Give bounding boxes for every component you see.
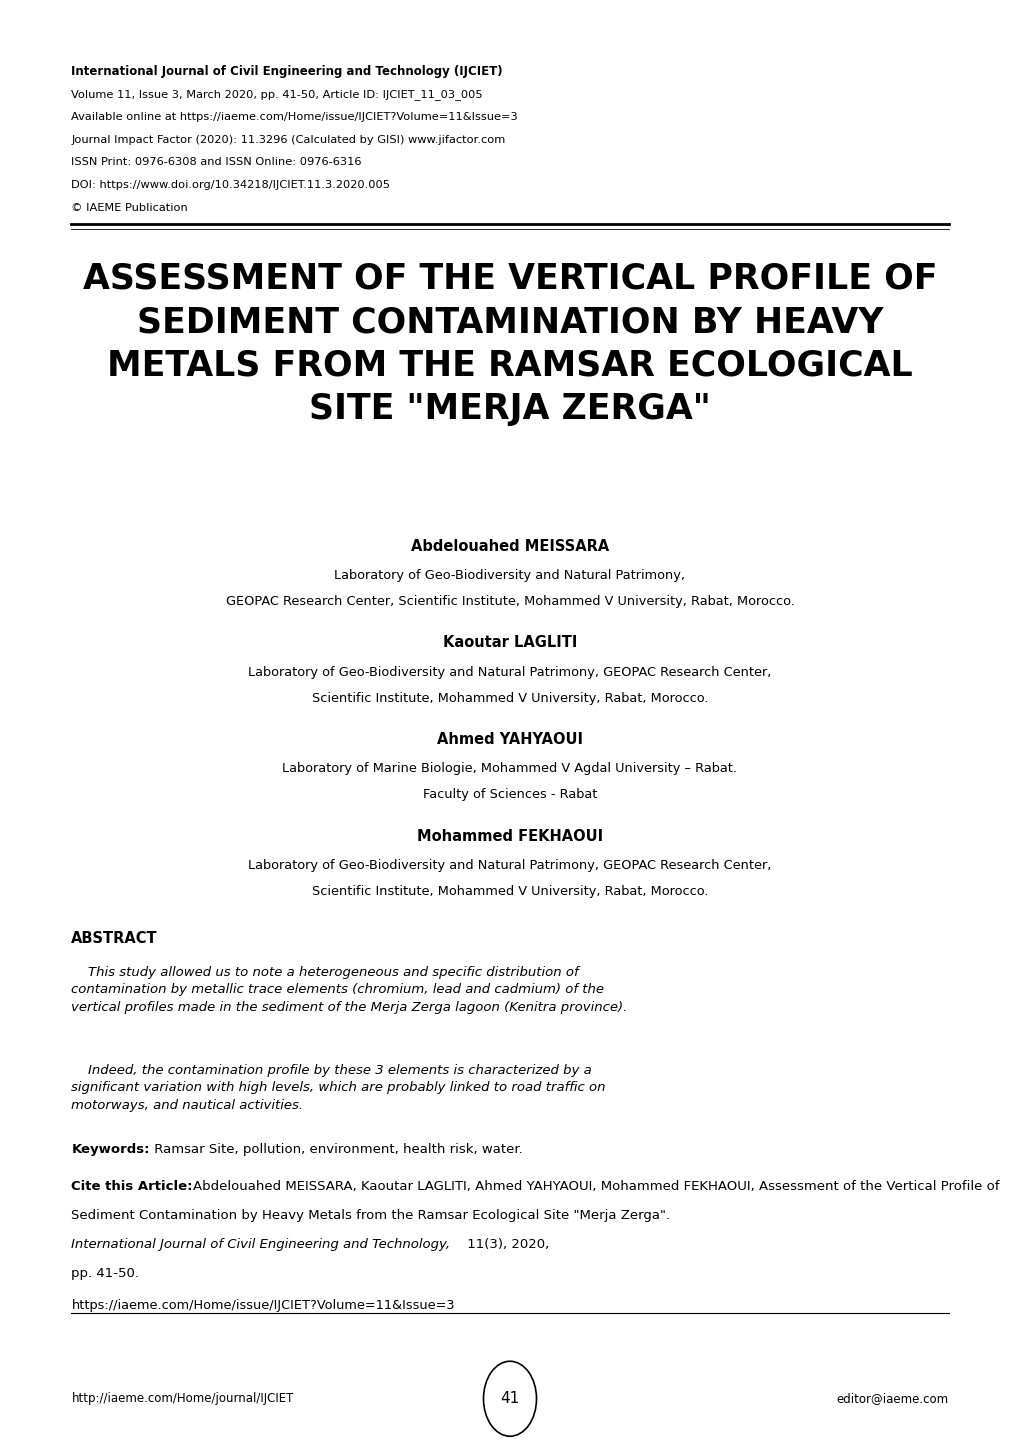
Text: Indeed, the contamination profile by these 3 elements is characterized by a
sign: Indeed, the contamination profile by the… <box>71 1064 605 1112</box>
Text: Available online at https://iaeme.com/Home/issue/IJCIET?Volume=11&Issue=3: Available online at https://iaeme.com/Ho… <box>71 112 518 123</box>
Text: editor@iaeme.com: editor@iaeme.com <box>836 1392 948 1406</box>
Text: ABSTRACT: ABSTRACT <box>71 932 158 946</box>
Text: Cite this Article:: Cite this Article: <box>71 1181 193 1194</box>
Text: 11(3), 2020,: 11(3), 2020, <box>463 1239 549 1252</box>
Text: Scientific Institute, Mohammed V University, Rabat, Morocco.: Scientific Institute, Mohammed V Univers… <box>312 885 707 898</box>
Text: Laboratory of Geo-Biodiversity and Natural Patrimony,: Laboratory of Geo-Biodiversity and Natur… <box>334 570 685 583</box>
Text: International Journal of Civil Engineering and Technology,: International Journal of Civil Engineeri… <box>71 1239 450 1252</box>
Text: GEOPAC Research Center, Scientific Institute, Mohammed V University, Rabat, Moro: GEOPAC Research Center, Scientific Insti… <box>225 596 794 609</box>
Text: Faculty of Sciences - Rabat: Faculty of Sciences - Rabat <box>423 789 596 802</box>
Text: Laboratory of Marine Biologie, Mohammed V Agdal University – Rabat.: Laboratory of Marine Biologie, Mohammed … <box>282 763 737 776</box>
Text: Sediment Contamination by Heavy Metals from the Ramsar Ecological Site "Merja Ze: Sediment Contamination by Heavy Metals f… <box>71 1210 669 1223</box>
Text: Journal Impact Factor (2020): 11.3296 (Calculated by GISI) www.jifactor.com: Journal Impact Factor (2020): 11.3296 (C… <box>71 134 505 144</box>
Text: Keywords:: Keywords: <box>71 1144 150 1156</box>
Text: Abdelouahed MEISSARA: Abdelouahed MEISSARA <box>411 539 608 554</box>
Text: Scientific Institute, Mohammed V University, Rabat, Morocco.: Scientific Institute, Mohammed V Univers… <box>312 692 707 705</box>
Text: https://iaeme.com/Home/issue/IJCIET?Volume=11&Issue=3: https://iaeme.com/Home/issue/IJCIET?Volu… <box>71 1299 454 1312</box>
Text: International Journal of Civil Engineering and Technology (IJCIET): International Journal of Civil Engineeri… <box>71 65 502 78</box>
Text: Abdelouahed MEISSARA, Kaoutar LAGLITI, Ahmed YAHYAOUI, Mohammed FEKHAOUI, Assess: Abdelouahed MEISSARA, Kaoutar LAGLITI, A… <box>193 1181 999 1194</box>
Text: Laboratory of Geo-Biodiversity and Natural Patrimony, GEOPAC Research Center,: Laboratory of Geo-Biodiversity and Natur… <box>248 666 771 679</box>
Text: Kaoutar LAGLITI: Kaoutar LAGLITI <box>442 636 577 650</box>
Text: Laboratory of Geo-Biodiversity and Natural Patrimony, GEOPAC Research Center,: Laboratory of Geo-Biodiversity and Natur… <box>248 859 771 872</box>
Text: © IAEME Publication: © IAEME Publication <box>71 203 187 213</box>
Text: ISSN Print: 0976-6308 and ISSN Online: 0976-6316: ISSN Print: 0976-6308 and ISSN Online: 0… <box>71 157 362 167</box>
Text: pp. 41-50.: pp. 41-50. <box>71 1268 140 1280</box>
Text: Volume 11, Issue 3, March 2020, pp. 41-50, Article ID: IJCIET_11_03_005: Volume 11, Issue 3, March 2020, pp. 41-5… <box>71 89 483 99</box>
Text: ASSESSMENT OF THE VERTICAL PROFILE OF
SEDIMENT CONTAMINATION BY HEAVY
METALS FRO: ASSESSMENT OF THE VERTICAL PROFILE OF SE… <box>83 262 936 427</box>
Text: Ramsar Site, pollution, environment, health risk, water.: Ramsar Site, pollution, environment, hea… <box>150 1144 522 1156</box>
Text: Ahmed YAHYAOUI: Ahmed YAHYAOUI <box>436 733 583 747</box>
Text: Mohammed FEKHAOUI: Mohammed FEKHAOUI <box>417 829 602 844</box>
Text: This study allowed us to note a heterogeneous and specific distribution of
conta: This study allowed us to note a heteroge… <box>71 966 627 1014</box>
Text: DOI: https://www.doi.org/10.34218/IJCIET.11.3.2020.005: DOI: https://www.doi.org/10.34218/IJCIET… <box>71 180 390 190</box>
Text: http://iaeme.com/Home/journal/IJCIET: http://iaeme.com/Home/journal/IJCIET <box>71 1392 293 1406</box>
Text: 41: 41 <box>500 1392 519 1406</box>
